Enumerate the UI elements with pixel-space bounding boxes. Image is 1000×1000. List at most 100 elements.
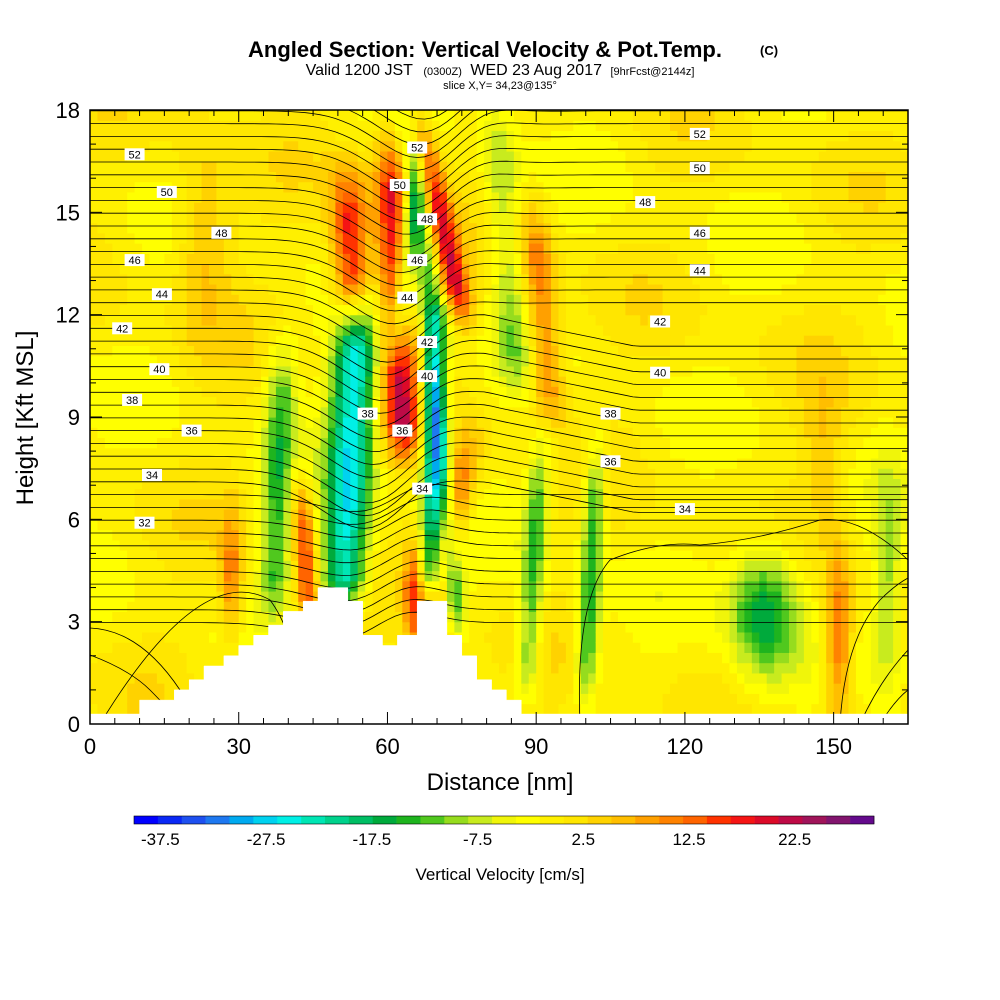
velocity-cell (305, 550, 314, 561)
velocity-cell (625, 662, 634, 674)
velocity-cell (558, 396, 567, 408)
velocity-cell (142, 396, 151, 408)
velocity-cell (179, 529, 188, 541)
velocity-cell (640, 294, 649, 306)
velocity-cell (565, 263, 574, 275)
velocity-cell (246, 468, 255, 479)
velocity-cell (417, 590, 426, 602)
velocity-cell (409, 580, 418, 592)
velocity-cell (253, 560, 262, 572)
velocity-cell (565, 386, 574, 398)
velocity-cell (97, 457, 106, 469)
velocity-cell (283, 171, 292, 183)
velocity-cell (179, 120, 188, 132)
velocity-cell (513, 324, 522, 336)
velocity-cell (246, 580, 255, 592)
velocity-cell (417, 243, 426, 254)
velocity-cell (357, 345, 366, 357)
velocity-cell (573, 427, 582, 439)
velocity-cell (305, 437, 314, 449)
velocity-cell (543, 355, 552, 367)
velocity-cell (149, 222, 158, 234)
velocity-cell (372, 140, 381, 152)
velocity-cell (261, 478, 270, 490)
velocity-cell (469, 324, 478, 336)
velocity-cell (692, 550, 701, 561)
velocity-cell (261, 621, 270, 633)
velocity-cell (372, 396, 381, 408)
velocity-cell (647, 161, 656, 172)
velocity-cell (670, 417, 679, 428)
velocity-cell (476, 621, 485, 633)
velocity-cell (617, 335, 627, 346)
velocity-cell (327, 324, 336, 336)
velocity-cell (543, 161, 552, 172)
velocity-cell (461, 478, 470, 490)
velocity-cell (536, 263, 545, 275)
velocity-cell (119, 110, 128, 121)
velocity-cell (670, 171, 679, 183)
velocity-cell (640, 365, 649, 377)
velocity-cell (149, 437, 158, 449)
velocity-cell (677, 672, 686, 684)
velocity-cell (491, 621, 500, 633)
velocity-cell (231, 314, 240, 326)
velocity-cell (208, 304, 218, 316)
velocity-cell (127, 304, 136, 316)
velocity-cell (484, 263, 493, 275)
velocity-cell (558, 161, 567, 172)
velocity-cell (298, 386, 307, 398)
velocity-cell (127, 539, 136, 551)
velocity-cell (90, 243, 99, 254)
velocity-cell (112, 376, 121, 387)
velocity-cell (588, 386, 597, 398)
velocity-cell (268, 304, 277, 316)
velocity-cell (543, 662, 552, 674)
velocity-cell (551, 509, 560, 520)
velocity-cell (692, 191, 701, 203)
velocity-cell (684, 560, 693, 572)
velocity-cell (335, 212, 344, 224)
velocity-cell (551, 365, 560, 377)
velocity-cell (261, 191, 270, 203)
velocity-cell (305, 396, 314, 408)
velocity-cell (573, 110, 582, 121)
velocity-cell (632, 447, 641, 459)
velocity-cell (238, 243, 247, 254)
velocity-cell (238, 437, 247, 449)
velocity-cell (662, 529, 671, 541)
velocity-cell (246, 498, 255, 510)
velocity-cell (365, 253, 374, 265)
velocity-cell (238, 417, 247, 428)
velocity-cell (327, 519, 336, 531)
velocity-cell (201, 294, 210, 306)
velocity-cell (208, 263, 218, 275)
velocity-cell (216, 437, 225, 449)
velocity-cell (104, 120, 113, 132)
velocity-cell (112, 406, 121, 418)
velocity-cell (231, 529, 240, 541)
velocity-cell (417, 498, 426, 510)
velocity-cell (536, 110, 545, 121)
velocity-cell (350, 570, 359, 582)
velocity-cell (536, 601, 545, 613)
velocity-cell (662, 662, 671, 674)
velocity-cell (454, 273, 463, 285)
velocity-cell (617, 621, 627, 633)
velocity-cell (647, 642, 656, 653)
velocity-cell (380, 386, 389, 398)
velocity-cell (380, 406, 389, 418)
velocity-cell (603, 642, 612, 653)
velocity-cell (261, 294, 270, 306)
velocity-cell (521, 324, 530, 336)
velocity-cell (90, 611, 99, 623)
velocity-cell (588, 243, 597, 254)
velocity-cell (580, 662, 589, 674)
velocity-cell (499, 683, 508, 694)
velocity-cell (223, 335, 232, 346)
velocity-cell (149, 253, 158, 265)
velocity-cell (305, 120, 314, 132)
velocity-cell (692, 672, 701, 684)
velocity-cell (439, 417, 448, 428)
velocity-cell (699, 406, 708, 418)
